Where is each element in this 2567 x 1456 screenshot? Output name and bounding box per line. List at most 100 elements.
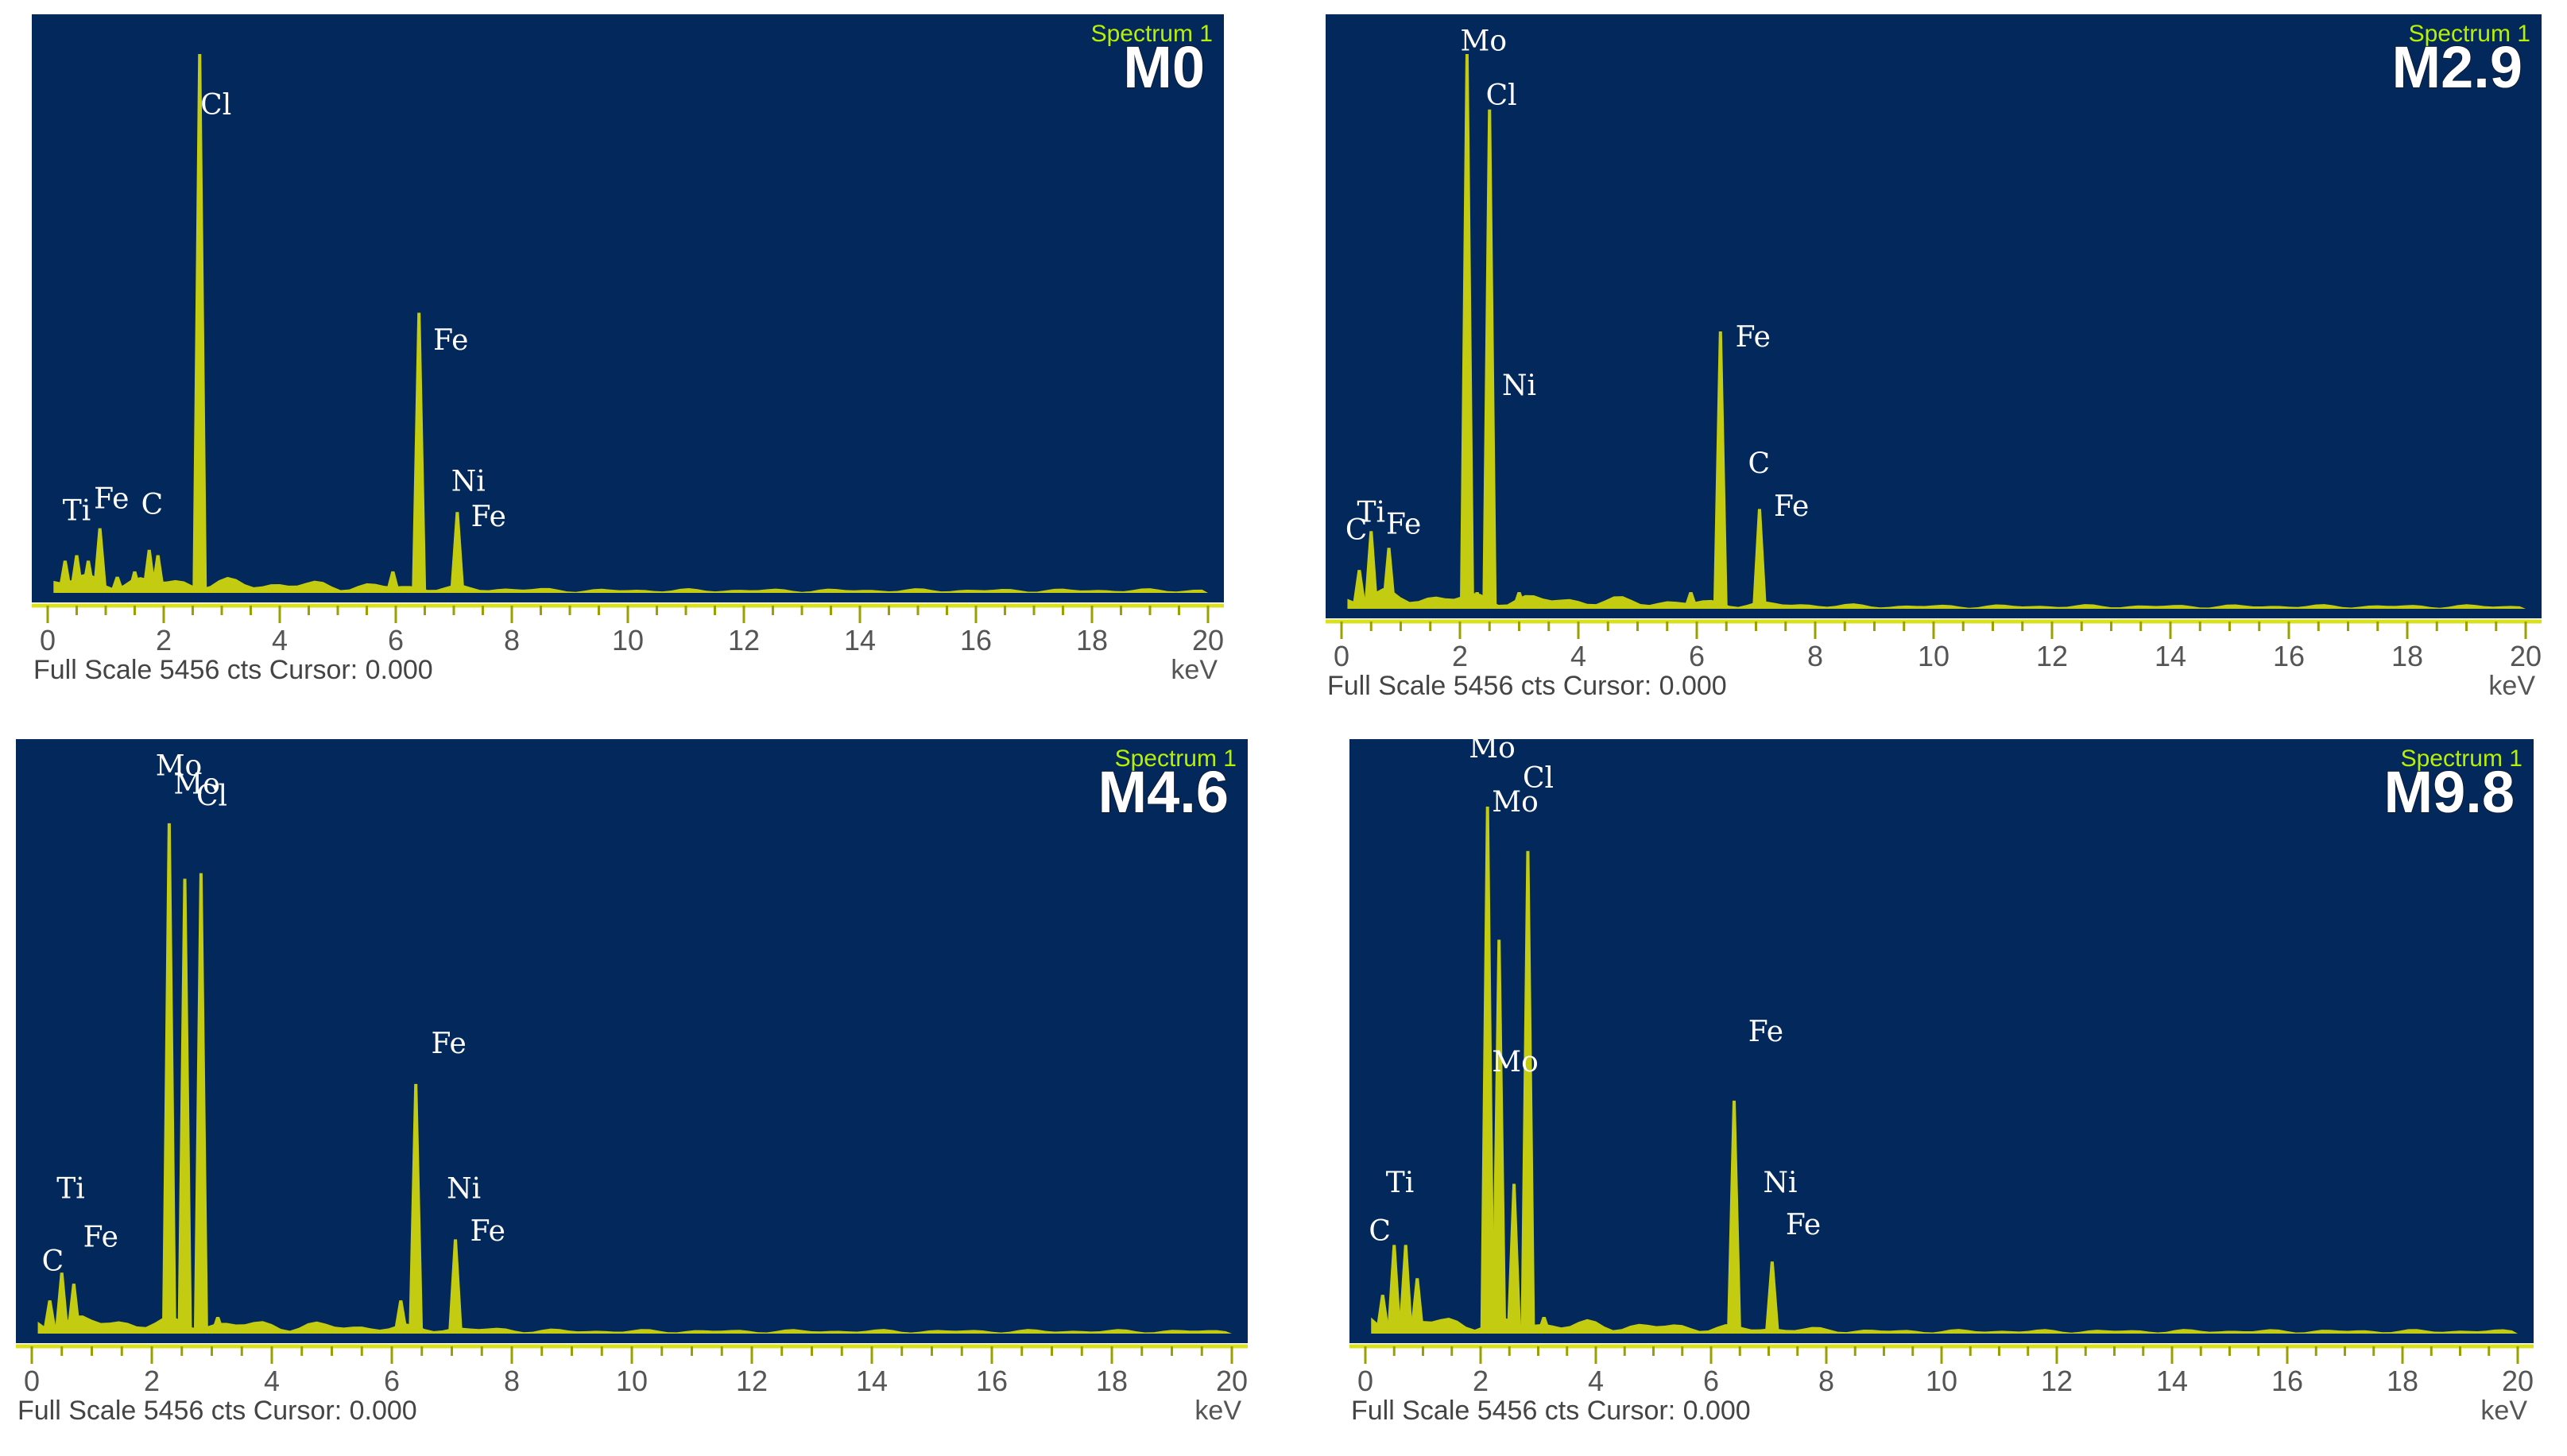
spectrum-peak <box>192 54 207 593</box>
x-tick-label: 2 <box>1473 1365 1489 1397</box>
spectrum-peak <box>127 571 142 593</box>
x-tick-label: 6 <box>1689 640 1705 672</box>
spectrum-peak <box>393 1300 408 1334</box>
element-peak-label: Fe <box>1736 321 1771 354</box>
element-peak-label: Mo <box>1492 786 1539 819</box>
spectrum-panel-m4-6: 0 2 4 6 8 10 12 14 16 18 20 keV Full Scale 5456 cts … <box>16 739 1256 1439</box>
element-peak-label: Mo <box>156 750 203 783</box>
element-peak-label: Mo <box>1461 25 1508 58</box>
full-scale-readout: Full Scale 5456 cts Cursor: 0.000 <box>1327 671 1727 701</box>
spectrum-panel-m9-8: 0 2 4 6 8 10 12 14 16 18 20 keV Full Scale 5456 cts … <box>1349 732 2542 1439</box>
x-tick-label: 20 <box>2502 1365 2534 1397</box>
x-tick-label: 6 <box>388 624 404 656</box>
element-peak-label: Ni <box>451 465 486 498</box>
x-tick-label: 20 <box>1216 1365 1248 1397</box>
sample-label: M4.6 <box>1098 759 1229 825</box>
spectrum-peak <box>110 576 125 593</box>
spectrum-peak <box>1469 592 1485 609</box>
element-peak-label: Fe <box>1786 1209 1821 1241</box>
sample-label: M0 <box>1123 34 1205 100</box>
element-peak-label: Cl <box>196 780 227 813</box>
element-peak-label: Fe <box>433 324 468 357</box>
x-tick-label: 2 <box>144 1365 160 1397</box>
x-tick-label: 2 <box>156 624 172 656</box>
spectrum-peak <box>150 555 165 593</box>
element-peak-label: C <box>141 489 164 521</box>
x-tick-label: 18 <box>2387 1365 2418 1397</box>
spectrum-peak <box>1398 1245 1413 1334</box>
element-peak-label: Ti <box>1357 496 1385 529</box>
full-scale-readout: Full Scale 5456 cts Cursor: 0.000 <box>17 1396 417 1426</box>
element-peak-label: Fe <box>1774 490 1809 523</box>
spectrum-peak <box>450 512 465 593</box>
plot-area <box>32 14 1224 602</box>
full-scale-readout: Full Scale 5456 cts Cursor: 0.000 <box>33 655 433 685</box>
element-peak-label: C <box>1345 514 1368 547</box>
x-tick-label: 4 <box>1570 640 1586 672</box>
spectrum-peak <box>177 878 192 1334</box>
x-tick-label: 14 <box>844 624 876 656</box>
spectrum-peak <box>1727 1100 1741 1334</box>
element-peak-label: Fe <box>83 1221 118 1253</box>
x-tick-label: 2 <box>1452 640 1468 672</box>
element-peak-label: Fe <box>1386 509 1421 541</box>
element-peak-label: Cl <box>1486 79 1517 112</box>
spectrum-peak <box>1536 1317 1551 1334</box>
x-tick-label: 18 <box>1076 624 1108 656</box>
full-scale-readout: Full Scale 5456 cts Cursor: 0.000 <box>1351 1396 1751 1426</box>
element-peak-label: Fe <box>1748 1016 1783 1048</box>
element-peak-label: Ni <box>1763 1167 1797 1199</box>
spectrum-peak <box>1352 570 1367 609</box>
element-peak-label: Ti <box>1386 1167 1415 1199</box>
spectrum-peak <box>1512 592 1527 609</box>
x-tick-label: 12 <box>736 1365 768 1397</box>
spectrum-panel-m2-9: 0 2 4 6 8 10 12 14 16 18 20 keV Full Scale 5456 cts … <box>1326 14 2550 714</box>
x-tick-label: 14 <box>2155 640 2186 672</box>
spectrum-peak <box>57 560 72 593</box>
spectrum-peak <box>211 1317 226 1334</box>
element-peak-label: Cl <box>1523 762 1554 795</box>
spectrum-peak <box>69 555 84 593</box>
spectrum-peak <box>1492 939 1507 1334</box>
spectrum-legend: Spectrum 1 <box>1091 21 1213 47</box>
element-peak-label: C <box>1748 448 1770 481</box>
x-tick-label: 20 <box>1192 624 1224 656</box>
x-tick-label: 10 <box>616 1365 648 1397</box>
x-tick-label: 12 <box>2041 1365 2073 1397</box>
spectrum-peak <box>385 571 401 593</box>
x-tick-label: 0 <box>24 1365 40 1397</box>
element-peak-label: Ti <box>56 1173 85 1206</box>
x-axis-unit: keV <box>1171 655 1218 685</box>
spectrum-peak <box>448 1239 463 1334</box>
x-tick-label: 8 <box>1807 640 1823 672</box>
x-tick-label: 14 <box>2156 1365 2188 1397</box>
x-tick-label: 14 <box>856 1365 888 1397</box>
plot-area <box>1349 739 2534 1343</box>
spectrum-peak <box>1459 54 1474 609</box>
element-peak-label: C <box>1369 1215 1391 1248</box>
spectrum-peak <box>1381 548 1396 609</box>
x-tick-label: 10 <box>1926 1365 1957 1397</box>
spectrum-peak <box>193 873 208 1334</box>
spectrum-peak <box>1764 1261 1779 1334</box>
sample-label: M2.9 <box>2391 34 2522 100</box>
x-tick-label: 16 <box>960 624 992 656</box>
spectrum-peak <box>215 582 229 593</box>
element-peak-label: Ti <box>63 494 91 527</box>
x-tick-label: 6 <box>384 1365 400 1397</box>
x-tick-label: 10 <box>1918 640 1949 672</box>
element-peak-label: Mo <box>1492 1046 1539 1078</box>
spectrum-peak <box>54 1272 69 1334</box>
spectrum-peak <box>1364 531 1379 609</box>
spectrum-peak <box>1480 806 1495 1334</box>
spectrum-legend: Spectrum 1 <box>1115 745 1237 772</box>
element-peak-label: Ni <box>1502 370 1536 402</box>
x-tick-label: 0 <box>1357 1365 1373 1397</box>
spectrum-peak <box>92 528 107 593</box>
element-peak-label: Fe <box>471 501 506 533</box>
x-tick-label: 10 <box>612 624 644 656</box>
x-tick-label: 18 <box>1096 1365 1128 1397</box>
